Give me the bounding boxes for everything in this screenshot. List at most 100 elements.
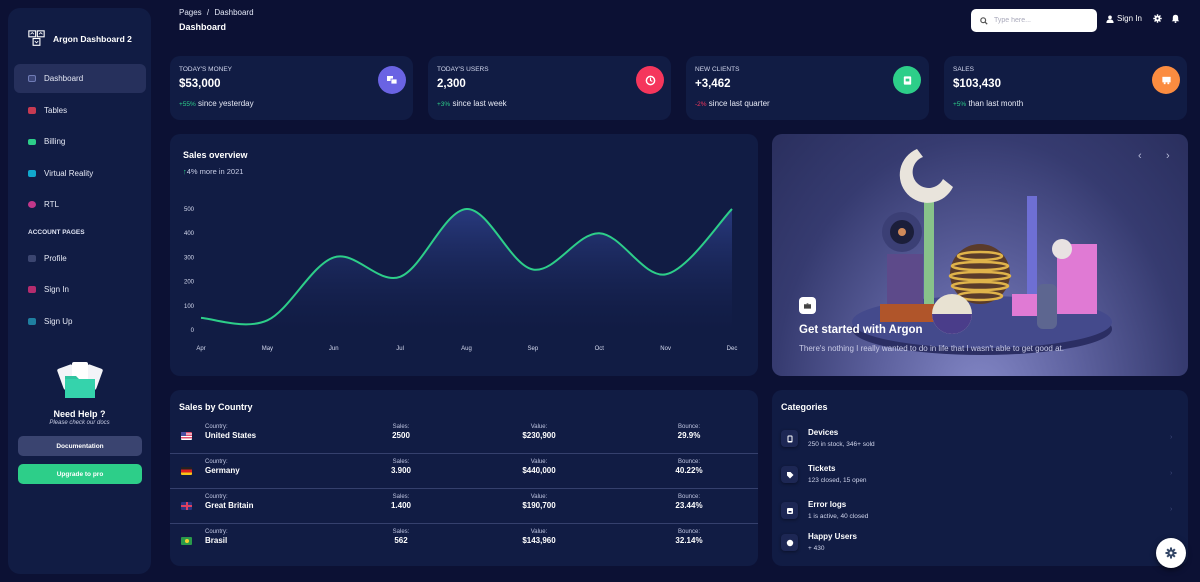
- category-name: Tickets: [808, 464, 836, 473]
- sidebar-item-sign-up[interactable]: Sign Up: [14, 307, 146, 336]
- sales-line-chart: 0 100 200 300 400 500 Apr May Jun Jul Aug Sep Oct No…: [184, 207, 737, 352]
- svg-text:300: 300: [184, 255, 195, 261]
- brand-logo-icon: [28, 30, 45, 46]
- bounce-label: Bounce:: [677, 424, 701, 430]
- chevron-right-icon[interactable]: ›: [1170, 470, 1173, 477]
- documentation-button[interactable]: Documentation: [18, 436, 142, 456]
- country-table: Country: United States Sales: 2500 Value: $…: [170, 420, 758, 560]
- sales-by-country-title: Sales by Country: [179, 402, 253, 412]
- sidebar-item-label: Tables: [44, 105, 68, 115]
- categories-title: Categories: [781, 402, 828, 412]
- sidebar-item-dashboard[interactable]: Dashboard: [14, 64, 146, 93]
- stat-caption: since yesterday: [198, 99, 254, 108]
- account-pages-heading: ACCOUNT PAGES: [28, 229, 85, 236]
- search-input[interactable]: [994, 17, 1084, 24]
- chevron-right-icon[interactable]: ›: [1170, 506, 1173, 513]
- sales-label: Sales:: [392, 529, 410, 535]
- stat-change: -2%: [695, 101, 707, 108]
- value-label: Value:: [530, 459, 548, 465]
- stat-value: $103,430: [953, 78, 1001, 90]
- svg-text:Oct: Oct: [595, 346, 605, 352]
- sign-in-link[interactable]: Sign In: [1106, 14, 1142, 23]
- stat-caption: since last week: [452, 99, 507, 108]
- carousel-next-button[interactable]: ›: [1166, 150, 1170, 162]
- sidebar-item-label: Virtual Reality: [44, 168, 94, 178]
- sidebar-item-label: Profile: [44, 253, 67, 263]
- collection-icon: [28, 317, 36, 325]
- sales-overview-card: Sales overview ↑4% more in 2021 0 100 200 3…: [170, 134, 758, 376]
- svg-text:Jul: Jul: [396, 346, 404, 352]
- svg-text:Nov: Nov: [660, 346, 671, 352]
- table-row[interactable]: Country: United States Sales: 2500 Value: $…: [170, 420, 758, 454]
- notification-bell-icon[interactable]: [1171, 14, 1180, 23]
- sales-value: 3.900: [390, 466, 412, 475]
- category-name: Error logs: [808, 500, 847, 509]
- table-row[interactable]: Country: Great Britain Sales: 1.400 Value:…: [170, 490, 758, 524]
- value-amount: $230,900: [522, 431, 556, 440]
- world-icon: [636, 66, 664, 94]
- country-label: Country:: [205, 424, 228, 430]
- carousel-prev-button[interactable]: ‹: [1138, 150, 1142, 162]
- sidebar-nav: Dashboard Tables Billing Virtual Reality…: [14, 64, 146, 338]
- credit-card-icon: [28, 138, 36, 145]
- sidebar-item-profile[interactable]: Profile: [14, 244, 146, 273]
- stat-value: $53,000: [179, 78, 221, 90]
- search-icon: [980, 16, 988, 25]
- table-row[interactable]: Country: Brasil Sales: 562 Value: $143,960 …: [170, 525, 758, 559]
- bounce-label: Bounce:: [677, 529, 701, 535]
- category-item-tickets[interactable]: Tickets 123 closed, 15 open ›: [781, 464, 1181, 494]
- settings-gear-icon[interactable]: [1153, 14, 1162, 23]
- br-flag-icon: [181, 537, 192, 545]
- upgrade-to-pro-button[interactable]: Upgrade to pro: [18, 464, 142, 484]
- calendar-icon: [28, 106, 36, 114]
- category-name: Happy Users: [808, 532, 857, 541]
- configurator-settings-button[interactable]: [1156, 538, 1186, 568]
- tag-icon: [781, 466, 798, 483]
- brand-name: Argon Dashboard 2: [53, 33, 132, 44]
- camera-icon: [799, 297, 816, 314]
- value-amount: $190,700: [522, 501, 556, 510]
- sidebar-item-label: Sign Up: [44, 316, 73, 326]
- svg-text:Aug: Aug: [461, 346, 472, 352]
- svg-text:Jun: Jun: [329, 346, 339, 352]
- chevron-right-icon[interactable]: ›: [1170, 434, 1173, 441]
- paper-diploma-icon: [893, 66, 921, 94]
- category-item-happy-users[interactable]: Happy Users + 430: [781, 532, 1181, 562]
- user-icon: [1106, 15, 1114, 23]
- sidebar-item-virtual-reality[interactable]: Virtual Reality: [14, 159, 146, 188]
- stat-card-todays-money: TODAY'S MONEY $53,000 +55% since yesterd…: [170, 56, 413, 120]
- bounce-rate: 29.9%: [677, 431, 701, 440]
- sales-value: 562: [394, 536, 408, 545]
- sales-overview-subtitle: ↑4% more in 2021: [183, 167, 244, 176]
- category-item-devices[interactable]: Devices 250 in stock, 346+ sold ›: [781, 428, 1181, 458]
- sign-in-label: Sign In: [1117, 14, 1142, 23]
- world-icon: [28, 201, 36, 208]
- country-name: Great Britain: [205, 501, 254, 510]
- copy-icon: [28, 286, 36, 293]
- breadcrumb-pages-link[interactable]: Pages: [179, 8, 202, 17]
- folder-illustration-icon: [56, 362, 103, 398]
- tv-icon: [28, 75, 36, 82]
- search-box[interactable]: [971, 9, 1097, 32]
- svg-text:400: 400: [184, 231, 195, 237]
- bounce-rate: 40.22%: [675, 466, 703, 475]
- sidebar-item-sign-in[interactable]: Sign In: [14, 275, 146, 304]
- sidebar-item-billing[interactable]: Billing: [14, 127, 146, 156]
- sidebar-item-rtl[interactable]: RTL: [14, 190, 146, 219]
- bounce-rate: 32.14%: [675, 536, 703, 545]
- category-item-error-logs[interactable]: Error logs 1 is active, 40 closed ›: [781, 500, 1181, 530]
- sidebar-item-label: RTL: [44, 200, 59, 209]
- breadcrumb-separator: /: [206, 8, 210, 17]
- gb-flag-icon: [181, 502, 192, 510]
- sidebar-item-tables[interactable]: Tables: [14, 96, 146, 125]
- table-row[interactable]: Country: Germany Sales: 3.900 Value: $440,0…: [170, 455, 758, 489]
- sales-label: Sales:: [392, 494, 410, 500]
- carousel-card[interactable]: ‹ › Get started with Argon There's nothi…: [772, 134, 1188, 376]
- carousel-title: Get started with Argon: [799, 324, 923, 336]
- stat-change: +3%: [437, 101, 451, 108]
- svg-text:Apr: Apr: [196, 346, 205, 352]
- svg-text:200: 200: [184, 280, 195, 286]
- svg-text:0: 0: [191, 328, 195, 334]
- sales-value: 2500: [392, 431, 410, 440]
- brand[interactable]: Argon Dashboard 2: [28, 30, 132, 47]
